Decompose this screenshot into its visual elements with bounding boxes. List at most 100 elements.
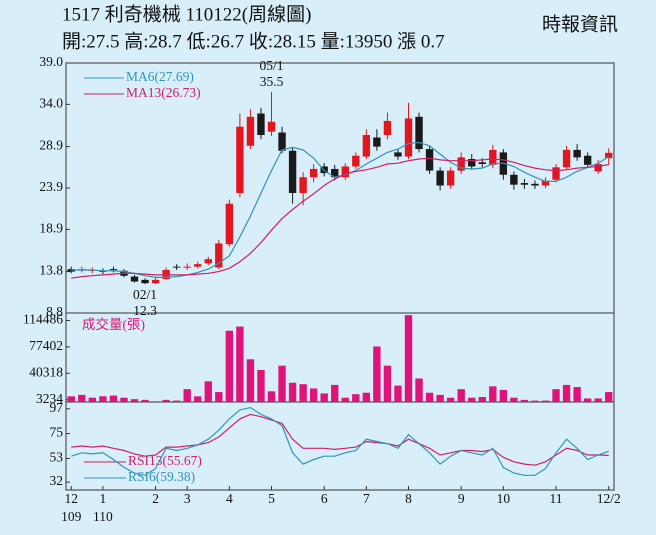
- candle-body: [552, 167, 560, 180]
- volume-bar: [341, 397, 349, 402]
- candle-body: [331, 168, 339, 178]
- header-quote: 開:27.5 高:28.7 低:26.7 收:28.15 量:13950 漲 0…: [62, 30, 445, 52]
- volume-bar: [425, 392, 434, 402]
- volume-bar: [531, 400, 539, 402]
- y-tick-label: 32: [50, 473, 64, 488]
- source: 時報資訊: [542, 13, 618, 35]
- candle-body: [520, 183, 529, 185]
- volume-bar: [383, 365, 392, 402]
- y-tick-label: 40318: [29, 364, 63, 379]
- volume-bar: [257, 369, 265, 402]
- volume-bar: [489, 386, 497, 402]
- candle-body: [362, 135, 371, 157]
- volume-bar: [162, 399, 170, 402]
- x-tick-line: 7: [363, 491, 370, 506]
- x-tick-line: 1: [100, 491, 107, 506]
- y-tick-label: 77402: [29, 338, 63, 353]
- candle-body: [383, 120, 392, 136]
- x-tick-line: 110: [93, 509, 113, 524]
- volume-bar: [183, 389, 191, 402]
- x-tick-label: 3: [184, 491, 191, 506]
- volume-bar: [109, 395, 118, 402]
- candle-body: [172, 266, 181, 268]
- volume-bar: [415, 378, 423, 402]
- volume-bar: [541, 400, 550, 402]
- volume-bar: [404, 315, 413, 402]
- legend-label: RSI13(55.67): [128, 453, 202, 468]
- volume-bar: [520, 399, 529, 402]
- rsi-line: [71, 406, 609, 476]
- volume-bar: [362, 392, 371, 402]
- candle-body: [446, 170, 455, 186]
- volume-bar: [120, 397, 128, 402]
- volume-bar: [510, 397, 518, 402]
- x-tick-line: 6: [321, 491, 328, 506]
- x-tick-label: 1 110: [93, 491, 113, 524]
- x-tick-line: 2: [152, 491, 159, 506]
- legend-label: MA6(27.69): [126, 69, 194, 84]
- candle-body: [478, 162, 486, 164]
- x-tick-label: 12 109: [61, 491, 82, 524]
- candle-body: [309, 168, 318, 178]
- candle-body: [183, 266, 191, 268]
- volume-bar: [320, 393, 328, 402]
- annotation-date: 05/1: [259, 58, 283, 73]
- volume-bar: [605, 392, 613, 402]
- candle-body: [583, 155, 592, 165]
- volume-bar: [236, 326, 244, 402]
- x-tick-line: 109: [61, 509, 82, 524]
- y-tick-label: 28.9: [39, 138, 63, 153]
- candle-body: [278, 132, 286, 151]
- volume-bar: [267, 391, 276, 402]
- x-tick-label: 11: [550, 491, 563, 506]
- volume-bar: [352, 394, 360, 402]
- legend-label: MA13(26.73): [126, 85, 201, 100]
- candle-body: [457, 157, 465, 171]
- candle-body: [489, 149, 497, 165]
- y-tick-label: 53: [50, 450, 64, 465]
- candle-body: [288, 150, 297, 193]
- y-tick-label: 97: [50, 400, 64, 415]
- volume-title: 成交量(張): [82, 316, 145, 332]
- volume-bar: [299, 384, 307, 402]
- x-tick-line: 4: [226, 491, 233, 506]
- y-tick-label: 8.8: [46, 304, 63, 319]
- volume-bar: [88, 397, 97, 402]
- header-title: 1517 利奇機械 110122(周線圖): [62, 3, 311, 25]
- volume-bar: [204, 381, 212, 402]
- volume-bar: [446, 397, 455, 402]
- candle-body: [67, 269, 75, 272]
- x-tick-line: 11: [550, 491, 563, 506]
- candle-body: [246, 116, 255, 146]
- candle-body: [141, 279, 149, 284]
- x-tick-label: 5: [268, 491, 275, 506]
- x-tick-line: 5: [268, 491, 275, 506]
- candle-body: [109, 269, 118, 271]
- volume-bar: [562, 384, 571, 402]
- candle-body: [594, 163, 602, 172]
- annotation-value: 12.3: [133, 303, 157, 318]
- x-tick-label: 12/2: [597, 491, 621, 506]
- y-tick-label: 39.0: [39, 54, 63, 69]
- candle-body: [562, 149, 571, 168]
- y-tick-label: 34.0: [39, 95, 63, 110]
- candle-body: [236, 126, 244, 193]
- x-tick-line: 10: [497, 491, 511, 506]
- rsi-line: [71, 413, 609, 466]
- candle-body: [299, 177, 307, 193]
- volume-bar: [288, 382, 297, 402]
- candle-body: [341, 166, 349, 178]
- candle-body: [257, 113, 265, 136]
- volume-bar: [99, 396, 107, 402]
- volume-bar: [141, 399, 149, 402]
- volume-bar: [436, 394, 444, 402]
- volume-bar: [331, 384, 339, 402]
- y-tick-label: 23.9: [39, 179, 63, 194]
- x-tick-line: 8: [405, 491, 412, 506]
- candle-body: [425, 149, 434, 171]
- x-tick-line: 12/2: [597, 491, 621, 506]
- candle-body: [394, 152, 402, 157]
- candle-body: [130, 276, 139, 282]
